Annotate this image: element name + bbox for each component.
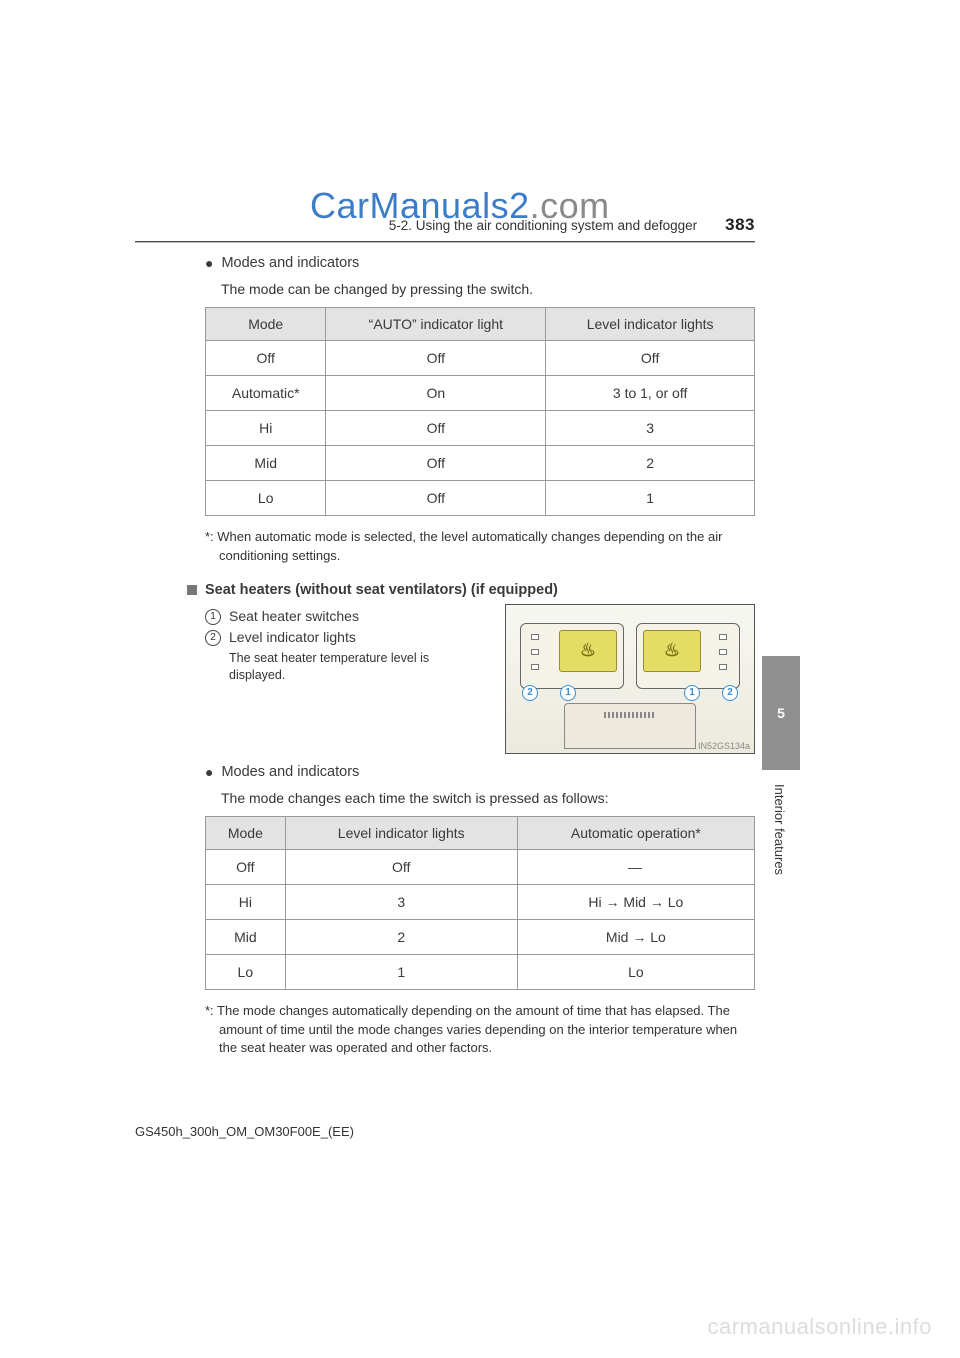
bullet-modes-2: ● Modes and indicators xyxy=(205,764,755,780)
list-item-2-note: The seat heater temperature level is dis… xyxy=(229,650,459,685)
table-row: LoOff1 xyxy=(206,481,755,516)
para-mode-cycle: The mode changes each time the switch is… xyxy=(205,790,755,806)
table-row: OffOff— xyxy=(206,849,755,884)
t1c: Off xyxy=(326,446,546,481)
t2-h2: Automatic operation* xyxy=(517,816,754,849)
table-modes-auto: Mode “AUTO” indicator light Level indica… xyxy=(205,307,755,516)
t2c: 3 xyxy=(285,884,517,919)
chapter-tab: 5 xyxy=(762,656,800,770)
t1c: 1 xyxy=(546,481,755,516)
chapter-tab-label: Interior features xyxy=(772,784,787,875)
seat-heater-icon: ♨ xyxy=(580,640,596,661)
list-item-1-text: Seat heater switches xyxy=(229,608,359,624)
watermark-top: CarManuals2.com xyxy=(310,185,610,227)
t1c: Hi xyxy=(206,411,326,446)
table-row: HiOff3 xyxy=(206,411,755,446)
t2c: Lo xyxy=(206,954,286,989)
bullet-icon: ● xyxy=(205,256,213,270)
t2-h1: Level indicator lights xyxy=(285,816,517,849)
chapter-tab-number: 5 xyxy=(777,705,785,721)
t2c: Mid xyxy=(206,919,286,954)
diagram-callout-1: 1 xyxy=(560,685,576,701)
watermark-bottom: carmanualsonline.info xyxy=(707,1314,932,1340)
table-modes-seat: Mode Level indicator lights Automatic op… xyxy=(205,816,755,990)
t2c: Lo xyxy=(517,954,754,989)
t1c-text: Automatic* xyxy=(232,385,300,401)
bullet-modes-2-text: Modes and indicators xyxy=(221,764,359,780)
table-row: Lo1Lo xyxy=(206,954,755,989)
t1-h0: Mode xyxy=(206,308,326,341)
diagram-id: IN52GS134a xyxy=(698,741,750,751)
t1c: Off xyxy=(326,481,546,516)
t2-h0: Mode xyxy=(206,816,286,849)
t2c: — xyxy=(517,849,754,884)
bullet-modes-1: ● Modes and indicators xyxy=(205,255,755,271)
list-item: 2 Level indicator lights xyxy=(205,629,491,646)
left-panel: ♨ xyxy=(520,623,624,689)
t1c: On xyxy=(326,376,546,411)
t1c: 3 to 1, or off xyxy=(546,376,755,411)
diagram-callout-2: 2 xyxy=(522,685,538,701)
t1c: Automatic* xyxy=(206,376,326,411)
callout-2-icon: 2 xyxy=(205,630,221,646)
t2c: Mid → Lo xyxy=(517,919,754,954)
t2c: 1 xyxy=(285,954,517,989)
level-leds-right xyxy=(719,634,729,670)
t2c: Off xyxy=(206,849,286,884)
seat-heater-switch-right: ♨ xyxy=(643,630,701,672)
diagram-callout-2: 2 xyxy=(722,685,738,701)
t1c: Mid xyxy=(206,446,326,481)
seat-heater-icon: ♨ xyxy=(664,640,680,661)
t1c: Lo xyxy=(206,481,326,516)
table-row: MidOff2 xyxy=(206,446,755,481)
t1c: 3 xyxy=(546,411,755,446)
square-bullet-icon xyxy=(187,585,197,595)
t2c: Hi xyxy=(206,884,286,919)
content: ● Modes and indicators The mode can be c… xyxy=(135,255,755,1058)
level-leds-left xyxy=(531,634,541,670)
diagram-callout-1: 1 xyxy=(684,685,700,701)
t1c: Off xyxy=(546,341,755,376)
seat-heater-diagram: ♨ ♨ 1 2 1 2 IN52GS134a xyxy=(505,604,755,754)
watermark-top-a: CarManuals2 xyxy=(310,185,530,226)
right-panel: ♨ xyxy=(636,623,740,689)
t1c: 2 xyxy=(546,446,755,481)
footnote-seat: *: The mode changes automatically depend… xyxy=(205,1002,755,1059)
list-item: 1 Seat heater switches xyxy=(205,608,491,625)
seat-heater-block: 1 Seat heater switches 2 Level indicator… xyxy=(205,604,755,754)
t2c: Hi → Mid → Lo xyxy=(517,884,754,919)
header-rule xyxy=(135,241,755,243)
document-code: GS450h_300h_OM_OM30F00E_(EE) xyxy=(135,1124,354,1139)
list-item-2-text: Level indicator lights xyxy=(229,629,356,645)
table-row: Mid2Mid → Lo xyxy=(206,919,755,954)
para-mode-change: The mode can be changed by pressing the … xyxy=(205,281,755,297)
t1c: Off xyxy=(206,341,326,376)
bullet-icon: ● xyxy=(205,765,213,779)
t1c: Off xyxy=(326,411,546,446)
subsection-seat-heaters-title: Seat heaters (without seat ventilators) … xyxy=(205,582,558,598)
t2c: 2 xyxy=(285,919,517,954)
t2c: Off xyxy=(285,849,517,884)
t1-h2: Level indicator lights xyxy=(546,308,755,341)
callout-1-icon: 1 xyxy=(205,609,221,625)
seat-heater-list: 1 Seat heater switches 2 Level indicator… xyxy=(205,604,491,685)
page-number: 383 xyxy=(725,215,755,235)
footnote-auto: *: When automatic mode is selected, the … xyxy=(205,528,755,566)
table-row: OffOffOff xyxy=(206,341,755,376)
t1-h1: “AUTO” indicator light xyxy=(326,308,546,341)
center-console xyxy=(564,703,696,749)
watermark-top-b: .com xyxy=(530,185,610,226)
seat-heater-switch-left: ♨ xyxy=(559,630,617,672)
page-body: 5-2. Using the air conditioning system a… xyxy=(135,215,755,1064)
table-row: Hi3Hi → Mid → Lo xyxy=(206,884,755,919)
table-row: Automatic* On3 to 1, or off xyxy=(206,376,755,411)
t1c: Off xyxy=(326,341,546,376)
subsection-seat-heaters: Seat heaters (without seat ventilators) … xyxy=(187,582,755,598)
bullet-modes-1-text: Modes and indicators xyxy=(221,255,359,271)
